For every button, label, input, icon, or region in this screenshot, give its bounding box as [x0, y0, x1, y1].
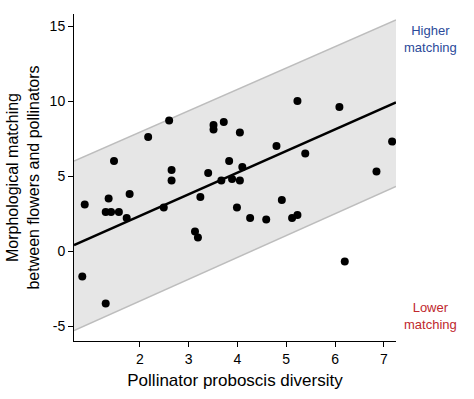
svg-text:3: 3: [185, 351, 193, 367]
svg-text:0: 0: [57, 243, 65, 259]
svg-text:Morphological matchingbetween: Morphological matchingbetween flowers an…: [4, 65, 42, 289]
svg-text:15: 15: [50, 18, 66, 34]
svg-text:7: 7: [380, 351, 388, 367]
svg-text:4: 4: [234, 351, 242, 367]
svg-text:6: 6: [331, 351, 339, 367]
svg-text:Lowermatching: Lowermatching: [404, 300, 457, 332]
svg-text:Pollinator proboscis diversity: Pollinator proboscis diversity: [127, 371, 343, 390]
svg-text:5: 5: [282, 351, 290, 367]
svg-text:-5: -5: [53, 318, 66, 334]
svg-text:Highermatching: Highermatching: [404, 23, 457, 55]
svg-text:2: 2: [136, 351, 144, 367]
svg-text:5: 5: [57, 168, 65, 184]
svg-text:10: 10: [50, 93, 66, 109]
